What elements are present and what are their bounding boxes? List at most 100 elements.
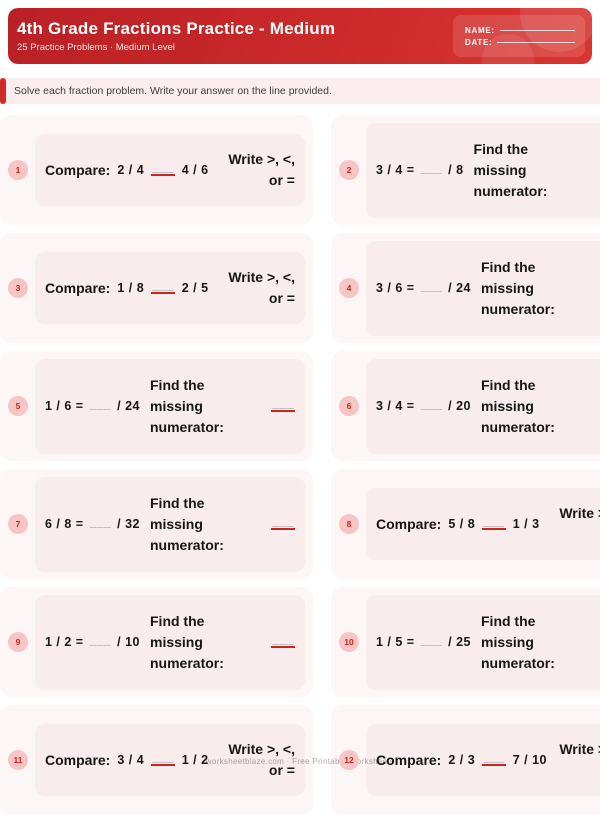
problem-section-6: 6 3 / 4 = ___ / 20 Find the missing nume… (331, 351, 600, 461)
date-write-line[interactable] (497, 42, 575, 43)
equation-left: 1 / 5 = (376, 635, 415, 649)
problem-section-10: 10 1 / 5 = ___ / 25 Find the missing num… (331, 587, 600, 697)
equation: 3 / 4 = ___ / 20 (376, 397, 471, 413)
equation-right: / 10 (117, 635, 140, 649)
answer-blank[interactable]: ___ (151, 750, 175, 766)
problem-number-badge: 1 (8, 160, 28, 180)
fraction-right: 1 / 3 (512, 517, 540, 531)
equation: 1 / 2 = ___ / 10 (45, 633, 140, 649)
name-date-box: NAME: DATE: (453, 15, 585, 57)
problem-number-badge: 12 (339, 750, 359, 770)
instructions-accent-bar (0, 78, 6, 104)
equation-blank: ___ (420, 279, 443, 294)
problem-card: 3 / 4 = ___ / 20 Find the missing numera… (366, 358, 600, 454)
fraction-left: 2 / 4 (117, 163, 145, 177)
equation-blank: ___ (420, 633, 443, 648)
equation-right: / 25 (448, 635, 471, 649)
name-label: NAME: (465, 26, 495, 35)
problem-number-badge: 4 (339, 278, 359, 298)
missing-hint: Find the missing numerator: (481, 258, 555, 317)
problem-number-badge: 11 (8, 750, 28, 770)
compare-label: Compare: (45, 162, 111, 178)
problem-section-1: 1 Compare: 2 / 4 ___ 4 / 6 Write >, <, o… (0, 115, 313, 225)
compare-hint: Write >, <, or = (559, 505, 600, 542)
answer-blank[interactable]: ___ (271, 632, 295, 648)
name-field: NAME: (465, 26, 575, 35)
fraction-right: 4 / 6 (181, 163, 209, 177)
instructions-bar: Solve each fraction problem. Write your … (0, 78, 600, 104)
compare-hint: Write >, <, or = (228, 269, 295, 306)
missing-hint: Find the missing numerator: (150, 376, 224, 435)
problem-card: 1 / 5 = ___ / 25 Find the missing numera… (366, 594, 600, 690)
page-subtitle: 25 Practice Problems · Medium Level (17, 42, 175, 54)
instructions-text: Solve each fraction problem. Write your … (14, 85, 332, 97)
equation-left: 1 / 6 = (45, 399, 84, 413)
problem-card: Compare: 2 / 4 ___ 4 / 6 Write >, <, or … (35, 134, 305, 206)
problem-section-9: 9 1 / 2 = ___ / 10 Find the missing nume… (0, 587, 313, 697)
problem-number-badge: 7 (8, 514, 28, 534)
problem-card: 3 / 6 = ___ / 24 Find the missing numera… (366, 240, 600, 336)
compare-label: Compare: (376, 752, 442, 768)
problem-card: 6 / 8 = ___ / 32 Find the missing numera… (35, 476, 305, 572)
problem-card: 1 / 6 = ___ / 24 Find the missing numera… (35, 358, 305, 454)
problem-section-3: 3 Compare: 1 / 8 ___ 2 / 5 Write >, <, o… (0, 233, 313, 343)
fraction-left: 3 / 4 (117, 753, 145, 767)
problem-section-2: 2 3 / 4 = ___ / 8 Find the missing numer… (331, 115, 600, 225)
equation-right: / 24 (448, 281, 471, 295)
fraction-right: 1 / 2 (181, 753, 209, 767)
equation-blank: ___ (89, 397, 112, 412)
equation-left: 3 / 4 = (376, 163, 415, 177)
answer-blank[interactable]: ___ (151, 278, 175, 294)
answer-blank[interactable]: ___ (482, 750, 506, 766)
compare-label: Compare: (376, 516, 442, 532)
problem-card: 1 / 2 = ___ / 10 Find the missing numera… (35, 594, 305, 690)
equation-right: / 8 (448, 163, 464, 177)
fraction-left: 1 / 8 (117, 281, 145, 295)
missing-hint: Find the missing numerator: (473, 140, 548, 199)
problem-number-badge: 8 (339, 514, 359, 534)
answer-blank[interactable]: ___ (482, 514, 506, 530)
name-write-line[interactable] (499, 30, 575, 31)
watermark: worksheetblaze.com · Free Printable Work… (205, 757, 395, 766)
missing-hint: Find the missing numerator: (481, 376, 555, 435)
fraction-right: 7 / 10 (512, 753, 547, 767)
fraction-left: 5 / 8 (448, 517, 476, 531)
problem-card: 3 / 4 = ___ / 8 Find the missing numerat… (366, 122, 600, 218)
problem-number-badge: 2 (339, 160, 359, 180)
equation-left: 6 / 8 = (45, 517, 84, 531)
header-text-block: 4th Grade Fractions Practice - Medium 25… (17, 19, 335, 54)
problem-card: Compare: 5 / 8 ___ 1 / 3 Write >, <, or … (366, 488, 600, 560)
equation: 3 / 6 = ___ / 24 (376, 279, 471, 295)
page-title: 4th Grade Fractions Practice - Medium (17, 18, 336, 38)
problem-section-5: 5 1 / 6 = ___ / 24 Find the missing nume… (0, 351, 313, 461)
problem-section-4: 4 3 / 6 = ___ / 24 Find the missing nume… (331, 233, 600, 343)
equation-blank: ___ (89, 633, 112, 648)
equation: 1 / 6 = ___ / 24 (45, 397, 140, 413)
equation: 3 / 4 = ___ / 8 (376, 162, 464, 177)
equation: 6 / 8 = ___ / 32 (45, 516, 140, 531)
problem-section-8: 8 Compare: 5 / 8 ___ 1 / 3 Write >, <, o… (331, 469, 600, 579)
equation-right: / 20 (448, 399, 471, 413)
worksheet-header: 4th Grade Fractions Practice - Medium 25… (8, 8, 592, 64)
equation-right: / 32 (117, 517, 140, 531)
problem-card: Compare: 1 / 8 ___ 2 / 5 Write >, <, or … (35, 252, 305, 324)
problem-section-7: 7 6 / 8 = ___ / 32 Find the missing nume… (0, 469, 313, 579)
answer-blank[interactable]: ___ (151, 160, 175, 176)
problem-number-badge: 3 (8, 278, 28, 298)
equation: 1 / 5 = ___ / 25 (376, 633, 471, 649)
compare-hint: Write >, <, or = (228, 151, 295, 188)
missing-hint: Find the missing numerator: (150, 612, 224, 671)
equation-blank: ___ (420, 397, 443, 412)
answer-blank[interactable]: ___ (271, 514, 295, 530)
problems-grid: 1 Compare: 2 / 4 ___ 4 / 6 Write >, <, o… (0, 115, 600, 815)
compare-hint: Write >, <, or = (228, 741, 295, 778)
problem-number-badge: 6 (339, 396, 359, 416)
answer-blank[interactable]: ___ (271, 396, 295, 412)
problem-number-badge: 10 (339, 632, 359, 652)
problem-number-badge: 5 (8, 396, 28, 416)
missing-hint: Find the missing numerator: (150, 494, 224, 553)
equation-right: / 24 (117, 399, 140, 413)
date-field: DATE: (465, 38, 575, 47)
equation-left: 3 / 6 = (376, 281, 415, 295)
problem-card: Compare: 2 / 3 ___ 7 / 10 Write >, <, or… (366, 724, 600, 796)
